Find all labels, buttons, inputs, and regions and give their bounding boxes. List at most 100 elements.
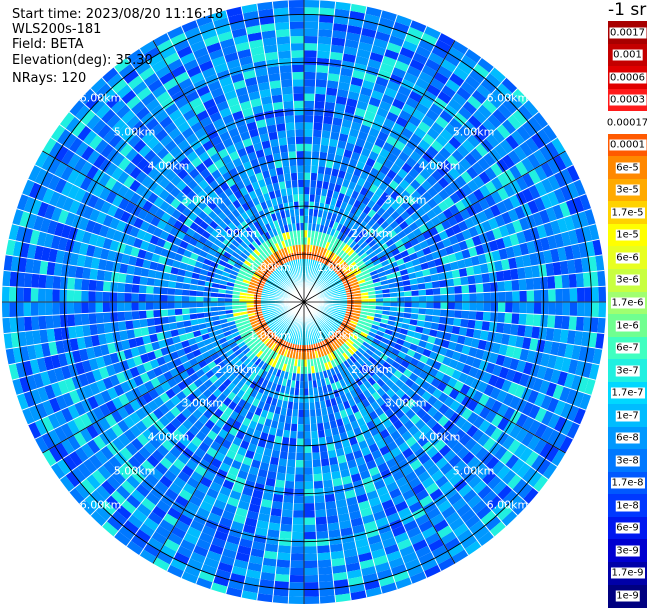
gate-cell: [304, 517, 316, 525]
gate-cell: [318, 559, 332, 567]
gate-cell: [278, 545, 292, 553]
gate-cell: [131, 302, 138, 311]
gate-cell: [271, 501, 283, 510]
gate-cell: [324, 109, 335, 117]
gate-cell: [304, 474, 313, 482]
gate-cell: [496, 271, 504, 282]
gate-cell: [110, 282, 118, 293]
gate-cell: [519, 279, 527, 291]
gate-cell: [52, 289, 60, 302]
gate-cell: [433, 302, 440, 309]
gate-cell: [319, 595, 335, 603]
gate-cell: [433, 288, 441, 296]
gate-cell: [317, 552, 331, 560]
gate-cell: [569, 316, 577, 331]
gate-cell: [315, 87, 327, 95]
gate-cell: [286, 467, 295, 475]
gate-cell: [295, 460, 304, 467]
gate-cell: [426, 295, 433, 302]
gate-cell: [288, 445, 296, 453]
gate-cell: [440, 302, 447, 310]
gate-cell: [279, 531, 292, 539]
gate-cell: [476, 311, 484, 321]
gate-cell: [541, 302, 549, 315]
gate-cell: [534, 290, 542, 302]
gate-cell: [433, 309, 441, 317]
gate-cell: [291, 539, 304, 547]
gate-cell: [82, 325, 91, 337]
gate-cell: [426, 289, 434, 296]
gate-cell: [554, 315, 562, 329]
gate-cell: [584, 287, 592, 302]
gate-cell: [304, 58, 317, 66]
gate-cell: [289, 438, 297, 446]
gate-cell: [293, 510, 304, 518]
gate-cell: [312, 452, 321, 460]
gate-cell: [597, 317, 605, 333]
gate-cell: [285, 481, 295, 489]
gate-cell: [511, 313, 519, 325]
gate-cell: [125, 311, 133, 321]
gate-cell: [276, 36, 290, 44]
gate-cell: [310, 424, 317, 432]
gate-cell: [312, 144, 321, 152]
gate-cell: [293, 503, 304, 510]
gate-cell: [326, 88, 338, 97]
gate-cell: [275, 116, 285, 124]
gate-cell: [510, 268, 519, 280]
gate-cell: [273, 494, 284, 502]
gate-cell: [454, 286, 462, 295]
gate-cell: [324, 487, 335, 495]
gate-cell: [304, 86, 315, 94]
gate-cell: [304, 438, 312, 445]
gate-cell: [321, 465, 331, 473]
gate-cell: [554, 275, 562, 289]
gate-cell: [273, 102, 284, 110]
gate-cell: [328, 529, 341, 538]
gate-cell: [277, 130, 287, 138]
gate-cell: [67, 277, 75, 290]
gate-cell: [433, 295, 440, 302]
gate-cell: [60, 289, 68, 302]
gate-cell: [426, 302, 433, 309]
gate-cell: [455, 302, 462, 310]
gate-cell: [146, 286, 154, 295]
gate-cell: [448, 294, 455, 302]
gate-cell: [278, 58, 291, 66]
gate-cell: [304, 546, 317, 554]
gate-cell: [292, 525, 304, 533]
gate-cell: [280, 72, 292, 80]
gate-cell: [591, 287, 599, 302]
gate-cell: [168, 288, 176, 296]
gate-cell: [139, 302, 146, 311]
gate-cell: [476, 302, 484, 311]
gate-cell: [88, 291, 96, 302]
gate-cell: [304, 173, 311, 180]
gate-cell: [286, 130, 295, 138]
gate-cell: [277, 465, 287, 473]
gate-cell: [96, 302, 103, 313]
gate-cell: [272, 595, 288, 603]
gate-cell: [304, 22, 319, 30]
gate-cell: [275, 480, 285, 488]
gate-cell: [139, 293, 146, 302]
gate-cell: [304, 575, 319, 583]
gate-cell: [89, 313, 97, 325]
gate-cell: [276, 123, 286, 131]
gate-cell: [469, 293, 476, 302]
gate-cell: [547, 276, 555, 290]
gate-cell: [74, 302, 82, 314]
gate-cell: [315, 517, 327, 525]
gate-cell: [296, 446, 304, 453]
gate-cell: [88, 302, 96, 313]
gate-cell: [277, 552, 291, 560]
gate-cell: [314, 108, 325, 116]
gate-cell: [469, 311, 477, 320]
gate-cell: [312, 445, 320, 453]
gate-cell: [45, 289, 53, 303]
gate-cell: [2, 286, 10, 302]
gate-cell: [284, 108, 295, 116]
gate-cell: [182, 302, 189, 308]
gate-cell: [271, 95, 283, 104]
gate-cell: [267, 529, 280, 538]
